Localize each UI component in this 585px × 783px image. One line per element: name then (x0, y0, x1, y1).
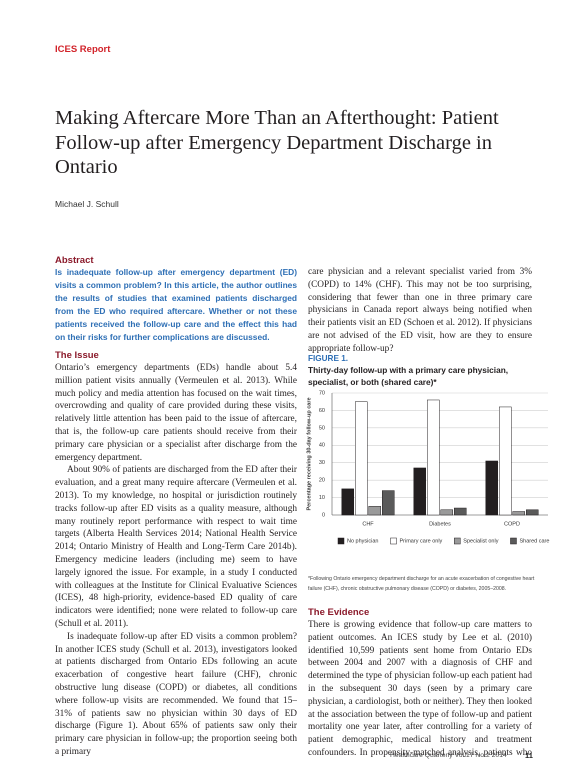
bar (341, 488, 354, 516)
y-axis-label: Percentage receiving 30-day follow-up ca… (306, 397, 312, 510)
page-number: 11 (525, 751, 533, 760)
bar (368, 506, 381, 516)
bar (526, 509, 539, 516)
section-label: ICES Report (55, 44, 111, 55)
bar (355, 401, 368, 516)
bar (440, 509, 453, 516)
x-tick-label: Diabetes (429, 521, 451, 527)
legend-swatch (454, 537, 461, 545)
section-heading: The Evidence (308, 607, 370, 618)
figure-title: Thirty-day follow-up with a primary care… (308, 365, 509, 387)
bar (413, 467, 426, 516)
x-tick-label: COPD (504, 521, 520, 527)
y-tick-label: 40 (319, 443, 325, 449)
legend-swatch (337, 537, 345, 545)
legend-swatch (390, 537, 397, 545)
paragraph: Ontario’s emergency departments (EDs) ha… (55, 363, 297, 463)
bar (512, 511, 525, 516)
y-tick-label: 70 (319, 390, 325, 396)
bar (499, 406, 512, 516)
legend-label: Specialist only (463, 538, 498, 544)
figure-label: FIGURE 1. (308, 354, 349, 363)
paragraph: About 90% of patients are discharged fro… (55, 465, 297, 629)
y-tick-label: 20 (319, 478, 325, 484)
bar (485, 460, 498, 516)
x-tick-label: CHF (362, 521, 374, 527)
bar (427, 399, 440, 516)
footer: Healthcare Quarterly Vol.17 No.2 2014 (390, 752, 507, 759)
y-tick-label: 60 (319, 408, 325, 414)
column-right: There is growing evidence that follow-up… (308, 619, 532, 759)
paragraph: care physician and a relevant specialist… (308, 267, 532, 354)
paragraph: Is inadequate follow-up after ED visits … (55, 631, 297, 757)
abstract-heading: Abstract (55, 255, 94, 266)
y-tick-label: 10 (319, 495, 325, 501)
y-tick-label: 50 (319, 425, 325, 431)
column-right: care physician and a relevant specialist… (308, 266, 532, 356)
y-tick-label: 30 (319, 460, 325, 466)
chart: Percentage receiving 30-day follow-up ca… (306, 390, 549, 545)
figure-note: *Following Ontario emergency department … (308, 576, 535, 592)
bar (382, 490, 395, 516)
abstract-text: Is inadequate follow-up after emergency … (55, 267, 297, 342)
legend-swatch (510, 537, 517, 545)
section-heading: The Issue (55, 350, 99, 361)
y-tick-label: 0 (322, 512, 325, 518)
author: Michael J. Schull (55, 199, 119, 209)
article-title: Making Aftercare More Than an Afterthoug… (55, 107, 499, 178)
legend-label: Primary care only (400, 538, 443, 544)
column-left: Ontario’s emergency departments (EDs) ha… (55, 362, 297, 758)
paragraph: There is growing evidence that follow-up… (308, 620, 532, 758)
legend-label: No physician (347, 538, 379, 544)
legend-label: Shared care (519, 538, 549, 544)
bar (454, 507, 467, 516)
